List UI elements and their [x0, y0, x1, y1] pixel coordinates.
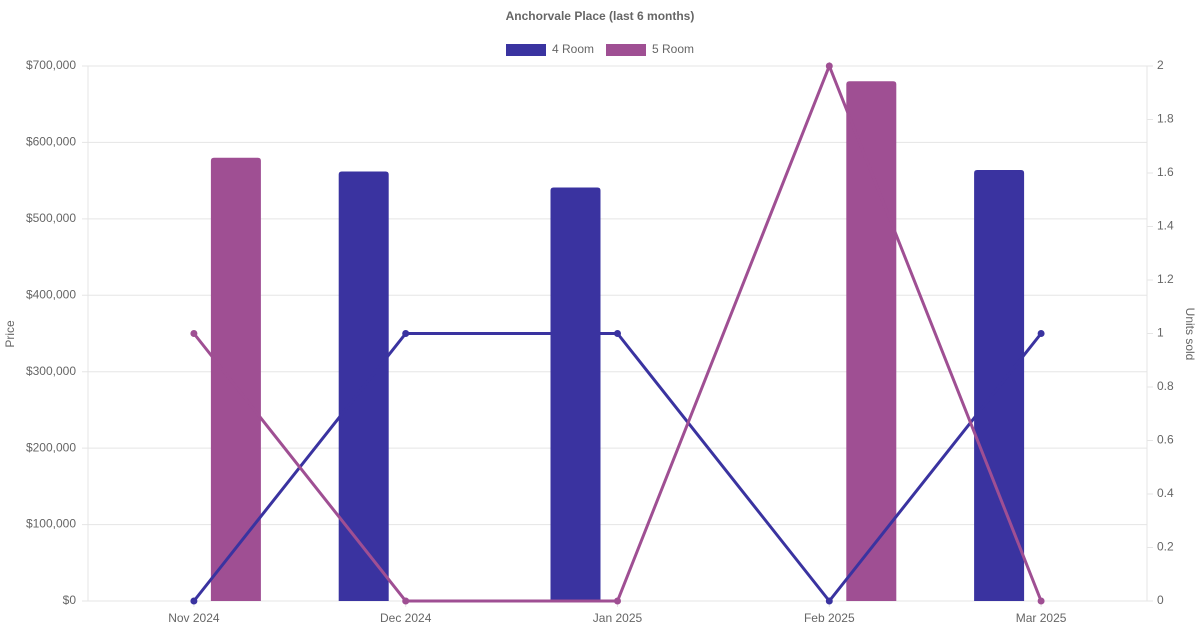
y2-tick-label: 0.6	[1157, 433, 1174, 447]
units-point	[825, 597, 833, 605]
y2-tick-label: 0.2	[1157, 540, 1174, 554]
x-tick-label: Feb 2025	[804, 611, 855, 625]
x-tick-label: Nov 2024	[168, 611, 220, 625]
y2-tick-label: 0.8	[1157, 379, 1174, 393]
bar	[550, 187, 601, 601]
y2-tick-label: 1.4	[1157, 219, 1174, 233]
units-point	[825, 62, 833, 70]
y-tick-label: $200,000	[26, 440, 76, 454]
legend-label: 5 Room	[652, 42, 694, 56]
y2-axis-title: Units sold	[1183, 308, 1197, 361]
units-line	[192, 332, 1043, 604]
y2-tick-label: 0.4	[1157, 486, 1174, 500]
chart-title: Anchorvale Place (last 6 months)	[506, 9, 695, 23]
x-tick-label: Dec 2024	[380, 611, 432, 625]
units-point	[402, 597, 410, 605]
y-tick-label: $700,000	[26, 58, 76, 72]
y-tick-label: $500,000	[26, 211, 76, 225]
y2-tick-label: 2	[1157, 58, 1164, 72]
units-point	[614, 330, 621, 337]
y2-tick-label: 1	[1157, 326, 1164, 340]
y-tick-label: $0	[63, 593, 77, 607]
units-point	[190, 330, 198, 337]
y-tick-label: $300,000	[26, 364, 76, 378]
bar	[846, 81, 897, 602]
units-point	[1037, 597, 1045, 605]
x-tick-label: Mar 2025	[1016, 611, 1067, 625]
y-tick-label: $100,000	[26, 517, 76, 531]
y2-tick-label: 0	[1157, 593, 1164, 607]
y-axis-title: Price	[3, 320, 17, 348]
units-point	[1037, 330, 1045, 337]
y-tick-label: $400,000	[26, 287, 76, 301]
legend-swatch	[606, 44, 646, 56]
units-point	[402, 330, 410, 337]
y2-tick-label: 1.8	[1157, 112, 1174, 126]
y-tick-label: $600,000	[26, 135, 76, 149]
units-point	[614, 597, 621, 605]
legend-swatch	[506, 44, 546, 56]
legend-label: 4 Room	[552, 42, 594, 56]
x-tick-label: Jan 2025	[593, 611, 643, 625]
bar	[210, 157, 261, 601]
y2-tick-label: 1.6	[1157, 165, 1174, 179]
units-point	[190, 597, 198, 605]
y2-tick-label: 1.2	[1157, 272, 1174, 286]
